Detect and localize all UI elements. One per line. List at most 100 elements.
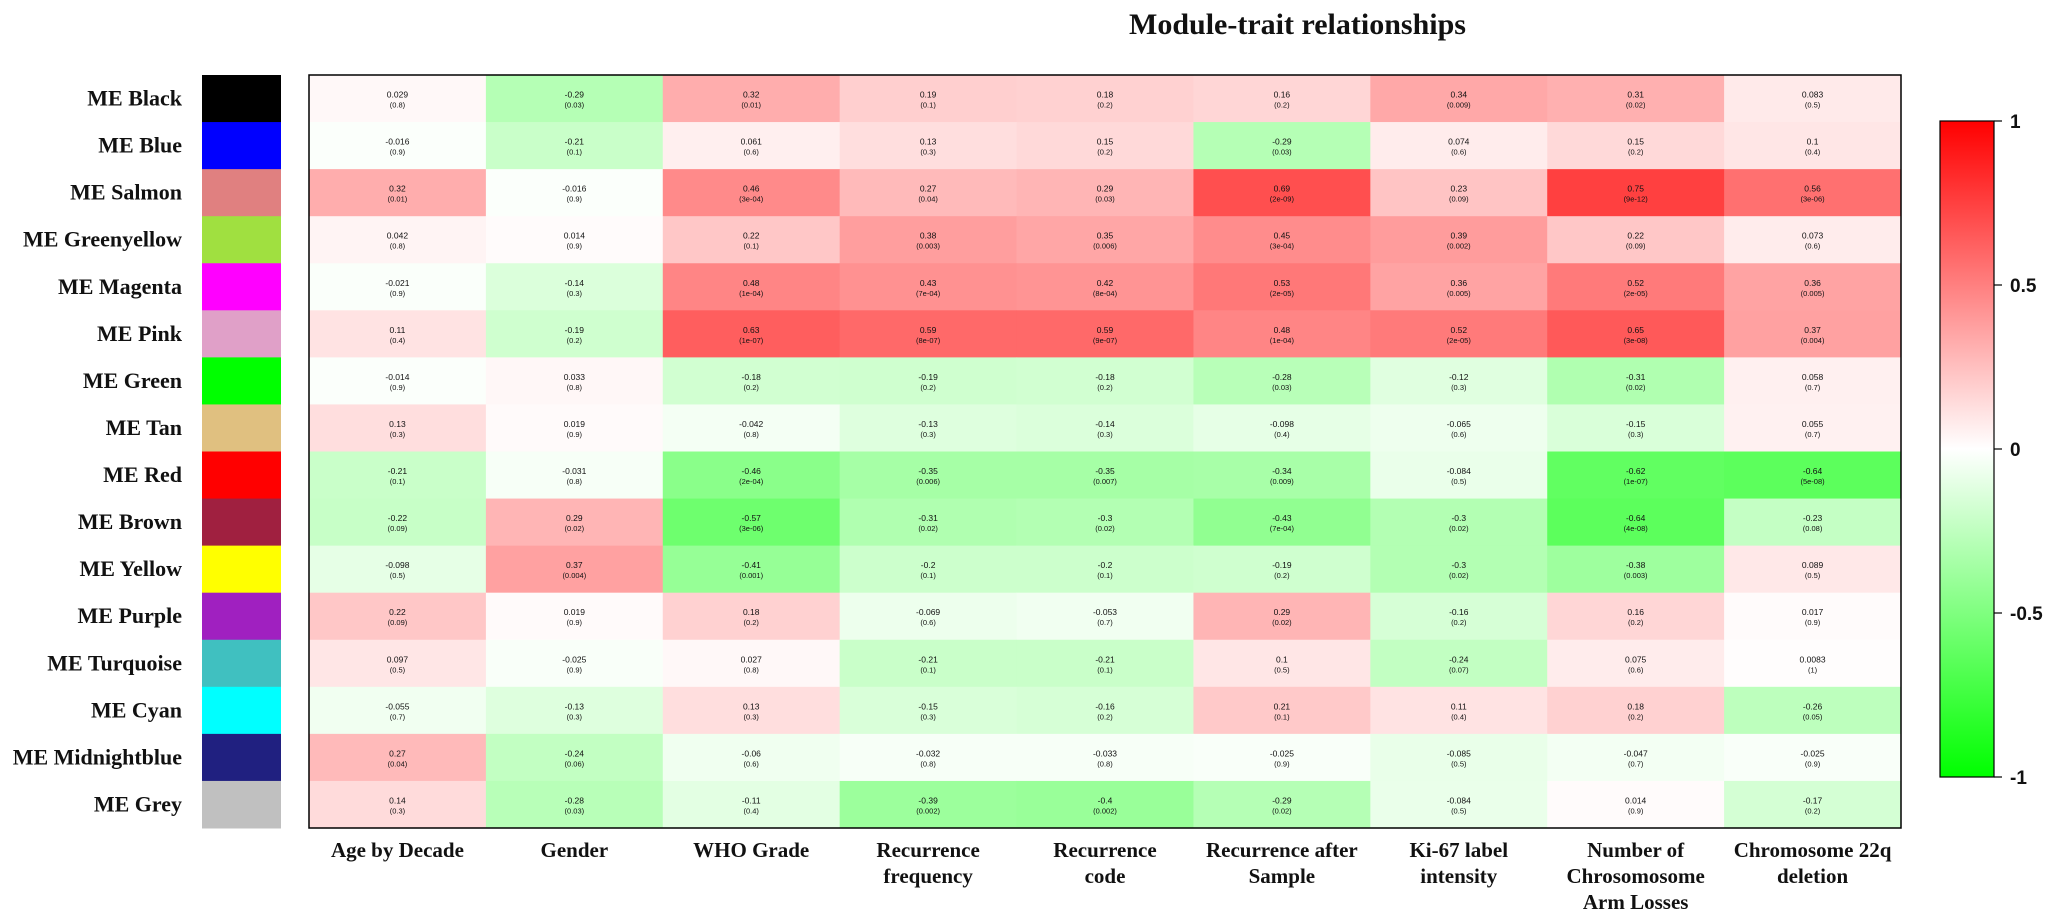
heatmap-cell [1193,639,1371,688]
module-swatch-4 [202,263,281,311]
cell-value-label: 0.15 [1097,137,1114,147]
cell-pvalue-label: (0.9) [1805,618,1821,627]
heatmap-cell [1370,686,1548,735]
heatmap-cell [309,404,487,452]
cell-value-label: 0.097 [387,654,409,664]
module-swatch-5 [202,310,281,358]
cell-value-label: 0.073 [1802,231,1824,241]
heatmap-cell [839,686,1018,735]
cell-pvalue-label: (0.6) [1805,242,1821,251]
module-swatch-7 [202,404,281,452]
cell-value-label: -0.29 [1272,795,1292,805]
cell-pvalue-label: (0.1) [1097,665,1113,674]
heatmap-cell [1016,639,1194,688]
cell-pvalue-label: (0.6) [744,759,760,768]
cell-value-label: 0.29 [1274,607,1291,617]
cell-value-label: -0.31 [1626,372,1646,382]
cell-value-label: 0.13 [389,419,406,429]
heatmap-cell [662,545,841,594]
cell-pvalue-label: (0.003) [916,242,940,251]
cell-pvalue-label: (3e-04) [739,195,764,204]
heatmap-cell [839,498,1018,547]
cell-pvalue-label: (0.9) [1628,806,1644,815]
heatmap-cell [662,733,841,782]
cell-pvalue-label: (0.03) [565,101,585,110]
cell-pvalue-label: (0.2) [1097,148,1113,157]
cell-value-label: 0.22 [743,231,760,241]
cell-value-label: -0.06 [742,748,762,758]
cell-pvalue-label: (0.9) [567,618,583,627]
heatmap-cell [1370,733,1548,782]
heatmap-cell [485,686,664,735]
cell-value-label: -0.39 [918,795,938,805]
cell-pvalue-label: (0.1) [1274,712,1290,721]
heatmap-cell [309,122,487,170]
cell-pvalue-label: (0.08) [1803,524,1823,533]
cell-pvalue-label: (0.8) [567,477,583,486]
heatmap-cell [485,592,664,641]
cell-value-label: 0.63 [743,325,760,335]
heatmap-cell [1016,122,1194,170]
row-label: ME Purple [78,603,183,628]
cell-value-label: 0.36 [1451,278,1468,288]
cell-value-label: -0.24 [565,748,585,758]
cell-value-label: -0.2 [1098,560,1113,570]
cell-value-label: -0.29 [565,90,585,100]
cell-pvalue-label: (0.3) [567,289,583,298]
cell-value-label: 0.59 [1097,325,1114,335]
cell-value-label: -0.28 [565,795,585,805]
cell-pvalue-label: (0.03) [565,806,585,815]
cell-pvalue-label: (0.1) [567,148,583,157]
heatmap-cell [839,122,1018,170]
row-label: ME Magenta [58,274,182,299]
heatmap-cell [662,75,841,123]
cell-pvalue-label: (0.04) [388,759,408,768]
cell-value-label: 0.32 [743,90,760,100]
colorbar-tick-label: -0.5 [2010,604,2043,625]
cell-value-label: -0.031 [562,466,586,476]
heatmap-cell [1547,733,1725,782]
cell-value-label: -0.3 [1451,513,1466,523]
heatmap-cell [1193,75,1371,123]
cell-pvalue-label: (0.5) [390,571,406,580]
cell-pvalue-label: (0.2) [567,336,583,345]
heatmap-cell [839,169,1018,217]
cell-value-label: 0.56 [1804,184,1821,194]
cell-pvalue-label: (1e-07) [1624,477,1649,486]
heatmap-cell [1193,404,1371,452]
cell-value-label: 0.058 [1802,372,1824,382]
heatmap-cell [1547,592,1725,641]
heatmap-cell [1370,592,1548,641]
heatmap-cell [1370,404,1548,452]
cell-pvalue-label: (0.2) [1805,806,1821,815]
heatmap-cell [309,310,487,358]
column-label: code [1085,864,1126,888]
heatmap-cell [1016,169,1194,217]
colorbar-tick-label: 1 [2010,112,2021,133]
cell-value-label: -0.64 [1626,513,1646,523]
cell-pvalue-label: (0.2) [1451,618,1467,627]
cell-pvalue-label: (0.3) [1628,430,1644,439]
heatmap-cell [1370,451,1548,500]
cell-pvalue-label: (0.2) [920,383,936,392]
cell-value-label: -0.23 [1803,513,1823,523]
cell-pvalue-label: (0.8) [920,759,936,768]
heatmap-cell [309,216,487,264]
heatmap-cell [1370,545,1548,594]
cell-value-label: 0.38 [920,231,937,241]
cell-value-label: -0.042 [739,419,763,429]
cell-pvalue-label: (0.4) [390,336,406,345]
cell-value-label: -0.098 [385,560,409,570]
heatmap-cell [1193,498,1371,547]
heatmap-cell [1724,686,1902,735]
cell-pvalue-label: (0.5) [1805,101,1821,110]
heatmap-cell [1547,780,1725,829]
cell-value-label: 0.18 [1627,701,1644,711]
heatmap-cell [1370,639,1548,688]
cell-pvalue-label: (0.03) [1095,195,1115,204]
heatmap-cell [1016,733,1194,782]
heatmap-cell [1193,545,1371,594]
cell-value-label: -0.24 [1449,654,1469,664]
cell-pvalue-label: (0.002) [916,806,940,815]
cell-pvalue-label: (0.02) [1272,618,1292,627]
